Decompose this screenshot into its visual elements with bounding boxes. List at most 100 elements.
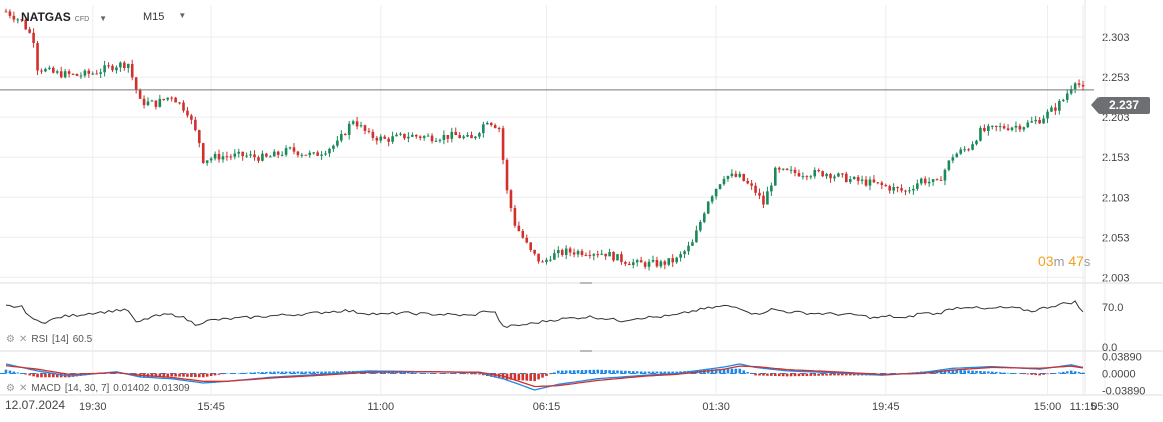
candle-body (1081, 84, 1085, 87)
macd-histogram-bar (730, 368, 734, 374)
macd-histogram-bar (296, 371, 300, 374)
panel-resize-handle (580, 282, 592, 284)
candle-body (923, 178, 927, 184)
candle-body (620, 254, 623, 262)
candle-body (217, 153, 221, 160)
time-tick-label: 11:00 (367, 401, 394, 413)
macd-histogram-bar (718, 368, 722, 374)
macd-histogram-bar (24, 373, 27, 375)
close-icon[interactable]: ✕ (18, 383, 28, 394)
candle-body (880, 182, 884, 186)
candle-body (955, 153, 959, 158)
timeframe-selector[interactable]: M15 ▼ (143, 11, 186, 23)
chevron-down-icon[interactable]: ▼ (178, 11, 187, 20)
candle-body (328, 148, 331, 154)
candle-body (564, 248, 568, 255)
macd-histogram-bar (667, 371, 671, 374)
candle-body (975, 140, 978, 145)
macd-histogram-bar (852, 373, 856, 376)
macd-histogram-bar (829, 373, 832, 376)
candle-body (32, 32, 35, 44)
chevron-down-icon[interactable]: ▼ (99, 14, 108, 23)
macd-histogram-bar (1054, 373, 1057, 374)
candle-body (529, 242, 532, 250)
candle-body (269, 156, 272, 158)
candle-body (533, 249, 536, 254)
macd-histogram-bar (1065, 371, 1069, 374)
candle-body (557, 250, 560, 254)
macd-histogram-bar (631, 371, 635, 374)
candle-body (371, 131, 375, 138)
macd-histogram-bar (541, 373, 544, 378)
candle-body (474, 136, 477, 139)
candle-body (426, 135, 430, 137)
candle-body (1026, 122, 1030, 128)
candle-body (4, 11, 8, 13)
candle-body (1014, 125, 1018, 128)
price-tick-label: 2.303 (1102, 32, 1130, 44)
macd-histogram-bar (462, 373, 465, 375)
candle-body (817, 170, 820, 172)
candle-body (801, 176, 805, 178)
candle-body (1046, 111, 1049, 119)
candle-body (1077, 83, 1081, 85)
candle-body (864, 179, 868, 186)
candle-body (750, 183, 753, 186)
macd-histogram-bar (517, 373, 521, 381)
candle-body (12, 15, 16, 20)
candle-body (411, 134, 414, 137)
macd-histogram-bar (154, 373, 158, 377)
macd-histogram-bar (190, 373, 193, 377)
time-tick-label: 19:45 (872, 401, 900, 413)
macd-histogram-bar (466, 373, 469, 375)
settings-icon[interactable]: ⚙ (6, 383, 15, 394)
symbol-selector[interactable]: NATGAS CFD ▼ (21, 10, 107, 24)
instrument-type: CFD (74, 16, 90, 23)
macd-histogram-bar (182, 373, 185, 377)
candle-body (75, 73, 79, 76)
candle-body (833, 176, 836, 179)
macd-histogram-bar (998, 372, 1002, 374)
candle-body (655, 260, 659, 267)
candle-body (754, 185, 757, 193)
candle-body (407, 136, 410, 139)
candle-body (545, 259, 548, 262)
symbol-name: NATGAS (21, 10, 71, 24)
macd-histogram-bar (505, 373, 509, 380)
candle-body (560, 250, 564, 255)
macd-histogram-bar (805, 373, 809, 376)
settings-icon[interactable]: ⚙ (6, 334, 15, 345)
close-icon[interactable]: ✕ (18, 334, 28, 345)
candle-body (276, 151, 280, 155)
macd-histogram-bar (1034, 373, 1037, 376)
macd-histogram-bar (770, 373, 773, 376)
candle-body (683, 251, 686, 255)
candle-body (442, 135, 446, 140)
candle-body (347, 123, 351, 135)
candle-body (505, 159, 509, 191)
candle-body (95, 73, 99, 75)
macd-histogram-bar (1058, 372, 1061, 374)
candle-body (702, 213, 706, 222)
macd-histogram-bar (1014, 373, 1018, 374)
candle-body (340, 134, 343, 141)
macd-histogram-bar (1010, 373, 1014, 374)
macd-histogram-bar (825, 373, 828, 376)
macd-histogram-bar (205, 373, 209, 377)
macd-signal-line (5, 365, 1084, 388)
macd-histogram-bar (750, 373, 753, 374)
candle-body (178, 102, 181, 104)
macd-histogram-bar (12, 371, 16, 374)
candle-body (628, 263, 631, 266)
macd-histogram-bar (1018, 373, 1022, 374)
rsi-params: [14] (52, 334, 69, 345)
candle-body (888, 186, 892, 191)
macd-histogram-bar (217, 373, 221, 375)
macd-histogram-bar (1046, 373, 1049, 375)
candle-body (805, 176, 809, 178)
candle-body (115, 67, 118, 71)
candle-body (67, 71, 71, 74)
candle-body (55, 71, 59, 73)
